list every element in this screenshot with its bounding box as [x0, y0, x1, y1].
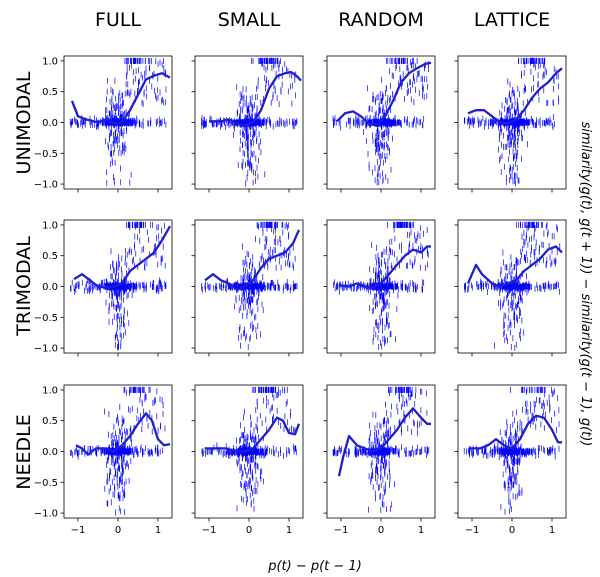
row-title-trimodal: TRIMODAL — [13, 236, 35, 337]
x-tick-label: 0 — [115, 525, 121, 536]
column-titles: FULL SMALL RANDOM LATTICE — [95, 9, 550, 31]
trend-line — [336, 61, 432, 127]
column-title-lattice: LATTICE — [474, 9, 550, 31]
y-tick-label: 0.5 — [42, 251, 58, 262]
trend-line — [466, 245, 563, 288]
scatter-points — [70, 221, 167, 351]
panel-trimodal-full: −1.0 −0.5 0.0 0.5 1.0 — [34, 219, 173, 357]
y-tick-label: 0.5 — [42, 416, 58, 427]
panel-needle-full: −1.0 −0.5 0.0 0.5 1.0 −1 0 1 — [34, 384, 173, 536]
y-tick-label: −0.5 — [34, 149, 58, 160]
panel-grid: −1.0 −0.5 0.0 0.5 1.0 −1.0 −0.5 0.0 0.5 1.0 −1.0 −0… — [34, 55, 567, 536]
column-title-full: FULL — [95, 9, 141, 31]
panel-needle-small: −1 0 1 — [191, 384, 304, 536]
y-tick-label: −1.0 — [34, 344, 58, 355]
y-tick-label: 0.5 — [42, 87, 58, 98]
trend-line — [338, 245, 431, 289]
column-title-small: SMALL — [218, 9, 281, 31]
panel-trimodal-random — [323, 219, 436, 357]
panel-unimodal-full: −1.0 −0.5 0.0 0.5 1.0 — [34, 55, 173, 193]
row-title-needle: NEEDLE — [13, 414, 35, 489]
y-tick-label: 0.0 — [42, 118, 58, 129]
x-tick-label: 1 — [155, 525, 161, 536]
scatter-points — [201, 221, 298, 350]
y-tick-label: 0.0 — [42, 447, 58, 458]
trend-line — [73, 225, 172, 289]
trend-line — [204, 229, 301, 291]
row-title-unimodal: UNIMODAL — [13, 71, 35, 174]
panel-trimodal-small — [191, 219, 304, 357]
trend-line — [70, 72, 171, 125]
y-tick-label: −0.5 — [34, 478, 58, 489]
panel-trimodal-lattice — [454, 219, 567, 357]
y-tick-label: 1.0 — [42, 220, 58, 231]
row-titles: UNIMODAL TRIMODAL NEEDLE — [13, 71, 35, 490]
trend-line — [75, 412, 171, 456]
y-tick-label: 0.0 — [42, 282, 58, 293]
y-tick-label: −1.0 — [34, 509, 58, 520]
trend-line — [209, 70, 302, 127]
panel-unimodal-small — [191, 55, 304, 193]
panel-unimodal-lattice — [454, 55, 567, 193]
scatter-points — [464, 221, 561, 351]
y-tick-label: 1.0 — [42, 56, 58, 67]
y-tick-label: 1.0 — [42, 385, 58, 396]
y-tick-label: −1.0 — [34, 180, 58, 191]
y-tick-label: −0.5 — [34, 313, 58, 324]
panel-unimodal-random — [323, 55, 436, 193]
x-tick-label: −1 — [71, 525, 86, 536]
trend-line — [467, 67, 563, 125]
column-title-random: RANDOM — [338, 9, 424, 31]
